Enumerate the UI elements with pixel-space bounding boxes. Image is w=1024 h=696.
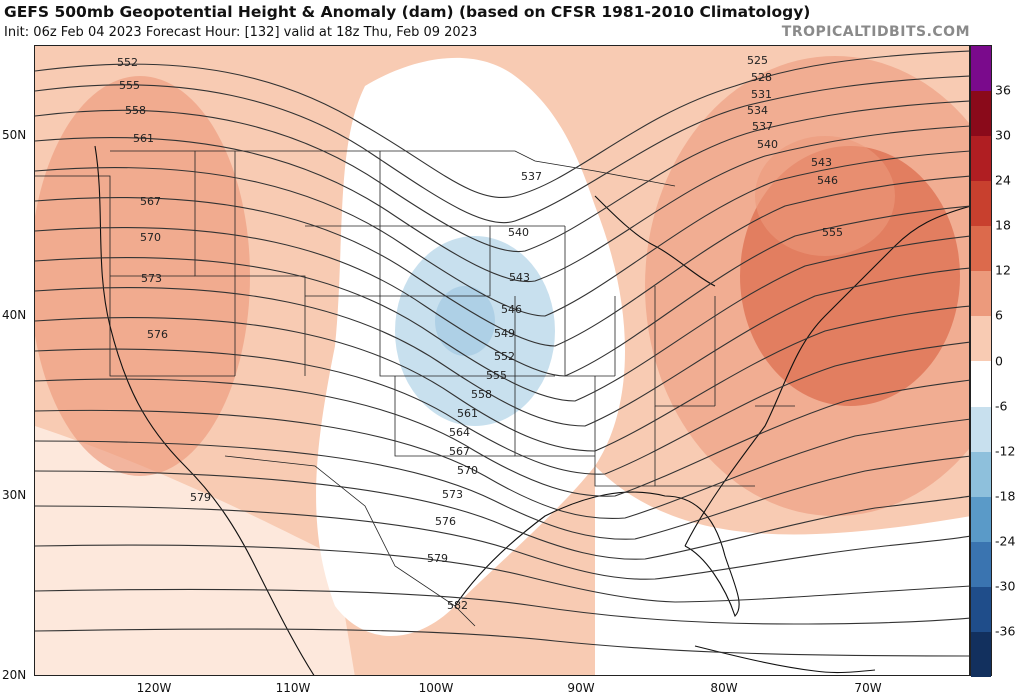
map-subtitle: Init: 06z Feb 04 2023 Forecast Hour: [13… — [4, 25, 478, 40]
coast-pacific — [94, 145, 315, 675]
contour-label: 549 — [494, 327, 515, 340]
map-panel: 525 528 531 534 537 540 543 546 555 537 … — [34, 45, 970, 676]
lon-label: 110W — [275, 681, 311, 695]
colorbar-swatch — [971, 496, 991, 542]
contour-label: 573 — [141, 272, 162, 285]
anomaly-weak-southwest — [35, 426, 355, 675]
lat-label: 30N — [2, 488, 27, 502]
contour-label: 531 — [751, 88, 772, 101]
map-title: GEFS 500mb Geopotential Height & Anomaly… — [4, 3, 811, 21]
contour-label: 561 — [133, 132, 154, 145]
colorbar-swatch — [971, 136, 991, 182]
colorbar-swatch — [971, 46, 991, 92]
colorbar-label: 36 — [995, 82, 1011, 98]
colorbar-label: -36 — [995, 623, 1016, 639]
colorbar-label: 18 — [995, 217, 1011, 233]
colorbar-swatch — [971, 631, 991, 677]
contour-label: 558 — [471, 388, 492, 401]
contour-label: 561 — [457, 407, 478, 420]
contour-label: 582 — [447, 599, 468, 612]
colorbar — [970, 45, 992, 677]
coast-great-lakes — [594, 195, 716, 287]
lon-label: 80W — [710, 681, 738, 695]
colorbar-swatch — [971, 406, 991, 452]
contour-labels: 525 528 531 534 537 540 543 546 555 537 … — [117, 54, 843, 612]
colorbar-swatch — [971, 226, 991, 272]
colorbar-label: 6 — [995, 307, 1003, 323]
lat-label: 50N — [2, 128, 27, 142]
coast-atlantic — [684, 206, 969, 547]
contour-label: 528 — [751, 71, 772, 84]
colorbar-swatch — [971, 181, 991, 227]
contour-label: 543 — [509, 271, 530, 284]
coastlines — [94, 145, 969, 675]
colorbar-label: -30 — [995, 578, 1016, 594]
brand-watermark: TROPICALTIDBITS.COM — [781, 24, 970, 40]
contour-label: 555 — [486, 369, 507, 382]
lat-label: 40N — [2, 308, 27, 322]
contour-label: 567 — [449, 445, 470, 458]
border-us-mexico — [224, 455, 476, 627]
coast-gulf — [454, 491, 740, 618]
contour-label: 558 — [125, 104, 146, 117]
contour-label: 540 — [757, 138, 778, 151]
contour-label: 540 — [508, 226, 529, 239]
colorbar-swatch — [971, 541, 991, 587]
contour-label: 537 — [521, 170, 542, 183]
map-svg: 525 528 531 534 537 540 543 546 555 537 … — [35, 46, 969, 675]
contour-label: 576 — [147, 328, 168, 341]
colorbar-swatch — [971, 271, 991, 317]
colorbar-swatch — [971, 91, 991, 137]
coast-cuba — [694, 645, 876, 674]
contour-label: 576 — [435, 515, 456, 528]
contour-label: 534 — [747, 104, 768, 117]
colorbar-label: -12 — [995, 443, 1016, 459]
colorbar-label: 0 — [995, 353, 1003, 368]
contour-label: 579 — [190, 491, 211, 504]
contour-label: 570 — [140, 231, 161, 244]
contour-label: 579 — [427, 552, 448, 565]
contour-label: 552 — [494, 350, 515, 363]
colorbar-label: 12 — [995, 262, 1011, 278]
lon-label: 70W — [854, 681, 882, 695]
contour-label: 567 — [140, 195, 161, 208]
lat-label: 20N — [2, 668, 27, 682]
lon-label: 100W — [418, 681, 454, 695]
political-borders — [35, 150, 795, 627]
colorbar-swatch — [971, 316, 991, 362]
lon-label: 90W — [567, 681, 595, 695]
contour-label: 570 — [457, 464, 478, 477]
anomaly-negative-core — [435, 286, 495, 356]
colorbar-swatch — [971, 361, 991, 407]
colorbar-swatch — [971, 586, 991, 632]
contour-label: 543 — [811, 156, 832, 169]
colorbar-label: -6 — [995, 398, 1008, 414]
colorbar-label: -24 — [995, 533, 1016, 549]
colorbar-label: 30 — [995, 127, 1011, 143]
lon-label: 120W — [136, 681, 172, 695]
colorbar-swatch — [971, 451, 991, 497]
contour-label: 555 — [822, 226, 843, 239]
contour-label: 573 — [442, 488, 463, 501]
colorbar-label: -18 — [995, 488, 1016, 504]
contour-label: 546 — [501, 303, 522, 316]
contour-label: 525 — [747, 54, 768, 67]
contour-label: 552 — [117, 56, 138, 69]
contour-label: 546 — [817, 174, 838, 187]
contour-label: 537 — [752, 120, 773, 133]
height-contours — [35, 50, 969, 657]
contour-label: 564 — [449, 426, 470, 439]
contour-label: 555 — [119, 79, 140, 92]
anomaly-positive-northeast — [755, 136, 895, 256]
colorbar-label: 24 — [995, 172, 1011, 188]
